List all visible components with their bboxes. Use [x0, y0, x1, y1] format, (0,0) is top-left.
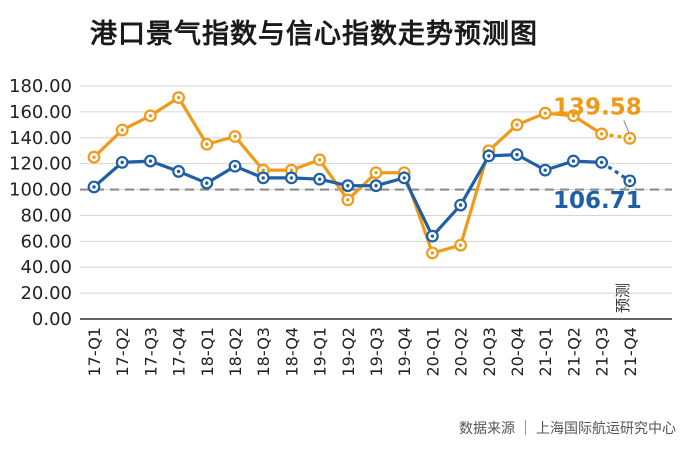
- data-point-center: [430, 251, 435, 255]
- data-point-center: [205, 181, 209, 185]
- data-point-center: [374, 171, 378, 175]
- data-point-center: [148, 159, 153, 163]
- data-point-center: [628, 179, 632, 183]
- x-tick-label: 18-Q1: [198, 327, 217, 377]
- data-point-center: [543, 168, 547, 172]
- data-point-center: [176, 169, 181, 174]
- y-axis: 0.00 20.00 40.00 60.00 80.00 100.00 120.00 140.…: [9, 76, 72, 330]
- y-tick-label: 40.00: [20, 257, 72, 278]
- chart-title: 港口景气指数与信心指数走势预测图: [90, 19, 538, 50]
- data-point-center: [289, 176, 294, 180]
- data-point-center: [317, 177, 322, 181]
- data-point-center: [599, 132, 604, 136]
- x-tick-label: 20-Q4: [508, 327, 527, 377]
- series-line-1: [92, 96, 603, 255]
- y-tick-label: 80.00: [20, 205, 72, 226]
- leader-line: [621, 184, 629, 192]
- annotations: 预测 139.58 106.71: [553, 94, 642, 313]
- data-point-center: [120, 128, 124, 132]
- x-tick-label: 21-Q2: [564, 327, 583, 377]
- data-point-center: [515, 123, 519, 127]
- y-tick-label: 100.00: [9, 180, 72, 201]
- source-name: 上海国际航运研究中心: [536, 421, 676, 437]
- y-tick-label: 120.00: [9, 154, 72, 175]
- data-point-center: [628, 136, 632, 141]
- x-tick-label: 18-Q4: [282, 327, 301, 377]
- data-point-center: [92, 185, 96, 189]
- x-axis: 17-Q1 17-Q2 17-Q3 17-Q4 18-Q1 18-Q2 18-Q3 18-Q4…: [80, 318, 672, 377]
- x-tick-label: 20-Q3: [480, 327, 499, 377]
- x-tick-label: 18-Q2: [226, 327, 245, 377]
- source-divider: [525, 420, 526, 435]
- x-tick-label: 19-Q1: [311, 327, 330, 377]
- data-point-center: [374, 183, 378, 188]
- data-point-center: [233, 164, 237, 168]
- leader-line: [623, 120, 630, 133]
- forecast-label: 预测: [614, 283, 632, 313]
- series-lines: [87, 91, 637, 260]
- y-tick-label: 140.00: [9, 128, 72, 149]
- data-point-center: [458, 243, 463, 247]
- data-point-center: [92, 155, 96, 159]
- data-point-center: [571, 114, 576, 118]
- x-tick-label: 19-Q4: [395, 327, 414, 377]
- source-label: 数据来源: [459, 421, 515, 437]
- data-point-center: [599, 160, 604, 165]
- data-point-center: [430, 234, 435, 238]
- data-point-center: [233, 134, 237, 139]
- x-tick-label: 17-Q2: [113, 327, 132, 377]
- data-point-center: [176, 95, 181, 100]
- y-tick-label: 180.00: [9, 76, 72, 97]
- data-point-center: [402, 176, 406, 180]
- y-tick-label: 0.00: [32, 309, 72, 330]
- x-tick-label: 20-Q1: [423, 327, 442, 377]
- end-value-label: 106.71: [553, 188, 642, 214]
- data-point-center: [261, 176, 265, 180]
- x-tick-label: 19-Q3: [367, 327, 386, 377]
- y-tick-label: 160.00: [9, 102, 72, 123]
- end-value-label: 139.58: [553, 94, 642, 120]
- x-tick-label: 21-Q4: [621, 327, 640, 377]
- data-point-center: [317, 158, 322, 162]
- data-point-center: [543, 111, 547, 115]
- x-tick-label: 18-Q3: [254, 327, 273, 377]
- series-forecast-segment-2: [600, 161, 631, 183]
- x-tick-label: 21-Q1: [536, 327, 555, 377]
- data-point-center: [261, 168, 265, 172]
- data-point-center: [148, 114, 153, 118]
- data-point-center: [346, 198, 350, 202]
- x-tick-label: 17-Q1: [85, 327, 104, 377]
- data-point-center: [571, 159, 576, 163]
- y-tick-label: 60.00: [20, 231, 72, 252]
- source-note: 数据来源 上海国际航运研究中心: [459, 418, 676, 438]
- y-tick-label: 20.00: [20, 283, 72, 304]
- data-point-center: [346, 183, 350, 188]
- data-point-center: [289, 168, 294, 172]
- data-point-center: [458, 203, 463, 207]
- data-point-center: [205, 142, 209, 146]
- data-point-center: [515, 152, 519, 157]
- x-tick-label: 21-Q3: [593, 327, 612, 377]
- data-point-center: [120, 160, 124, 165]
- x-tick-label: 17-Q4: [170, 327, 189, 377]
- data-point-center: [487, 154, 491, 158]
- x-tick-label: 17-Q3: [141, 327, 160, 377]
- x-tick-label: 19-Q2: [339, 327, 358, 377]
- x-tick-label: 20-Q2: [452, 327, 471, 377]
